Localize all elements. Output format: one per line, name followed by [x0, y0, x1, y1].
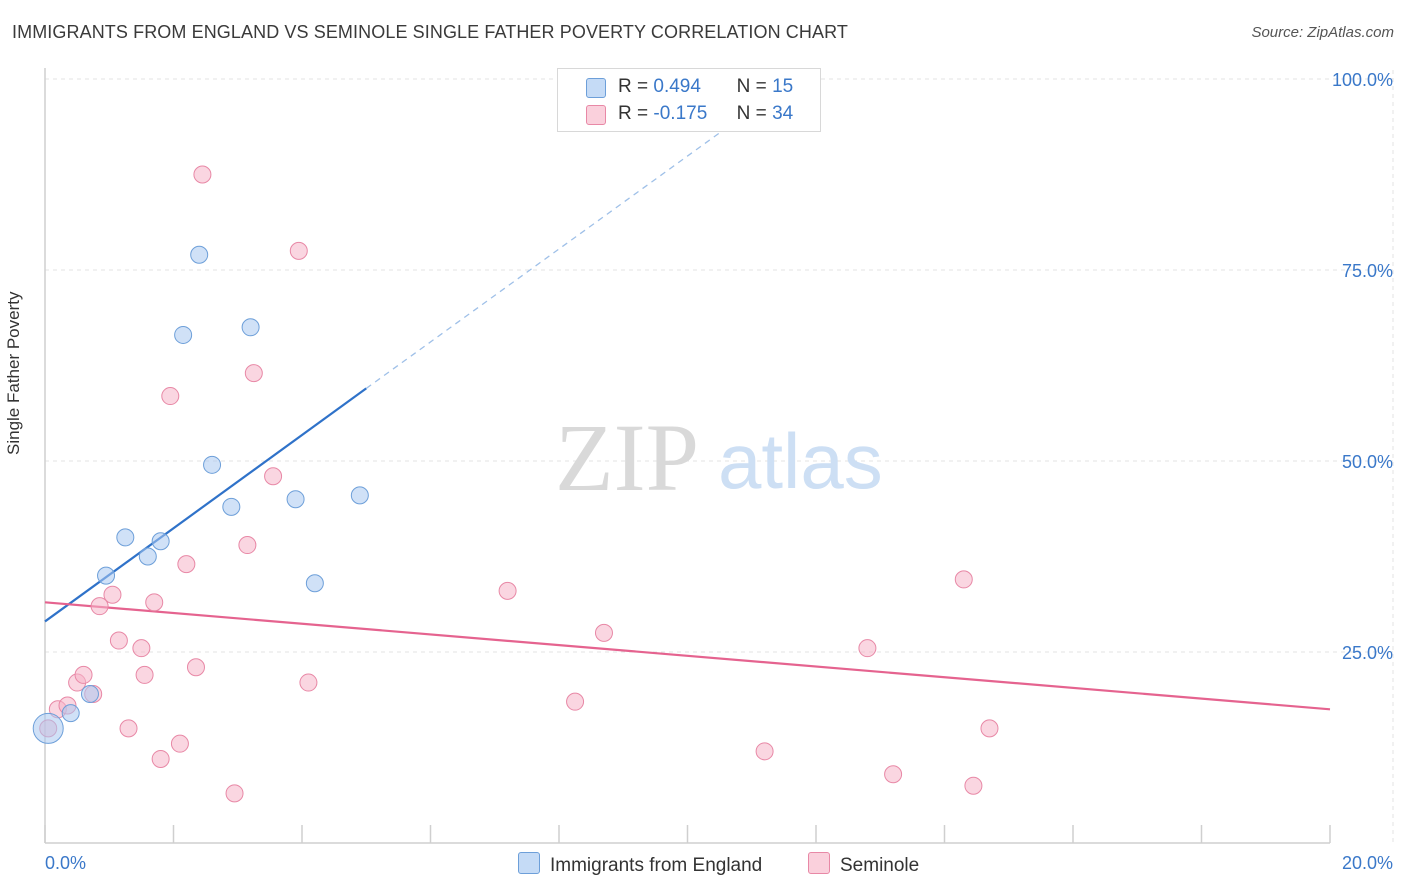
point-seminole — [151, 749, 170, 768]
point-seminole — [132, 639, 151, 658]
point-seminole — [498, 581, 517, 600]
legend-swatch-seminole — [586, 105, 606, 125]
point-seminole — [244, 364, 263, 383]
point-england — [350, 486, 369, 505]
n-label: N = — [736, 76, 767, 97]
point-seminole — [109, 631, 128, 650]
n-label: N = — [736, 103, 767, 124]
point-seminole — [186, 658, 205, 677]
legend-swatch-seminole — [808, 852, 830, 874]
point-england — [61, 704, 80, 723]
watermark-atlas: atlas — [718, 417, 883, 505]
trend-line-seminole — [44, 601, 1331, 711]
legend-swatch-england — [586, 78, 606, 98]
point-england — [32, 712, 64, 744]
data-points — [32, 165, 999, 803]
point-seminole — [103, 585, 122, 604]
legend-label-england: Immigrants from England — [550, 855, 763, 876]
grid-lines — [45, 70, 1394, 843]
point-seminole — [145, 593, 164, 612]
point-england — [97, 566, 116, 585]
point-seminole — [884, 765, 903, 784]
y-tick-label: 50.0% — [1342, 452, 1393, 472]
point-england — [80, 685, 99, 704]
legend-item-england: Immigrants from England — [518, 852, 762, 877]
trend-line-england — [44, 387, 367, 623]
point-seminole — [980, 719, 999, 738]
point-seminole — [225, 784, 244, 803]
n-value-england: 15 — [772, 76, 794, 97]
r-value-england: 0.494 — [653, 76, 701, 97]
x-tick-label: 20.0% — [1342, 853, 1393, 873]
point-seminole — [566, 692, 585, 711]
y-tick-label: 100.0% — [1332, 70, 1393, 90]
point-seminole — [299, 673, 318, 692]
n-value-seminole: 34 — [772, 103, 794, 124]
legend-label-seminole: Seminole — [840, 855, 920, 876]
point-seminole — [289, 241, 308, 260]
point-seminole — [90, 597, 109, 616]
point-seminole — [119, 719, 138, 738]
legend-item-seminole: Seminole — [808, 852, 919, 877]
point-seminole — [170, 734, 189, 753]
point-england — [241, 318, 260, 337]
point-seminole — [135, 665, 154, 684]
watermark-zip: ZIP — [555, 404, 699, 511]
y-tick-label: 75.0% — [1342, 261, 1393, 281]
r-value-seminole: -0.175 — [653, 103, 708, 124]
point-england — [222, 497, 241, 516]
chart-title: IMMIGRANTS FROM ENGLAND VS SEMINOLE SING… — [12, 22, 848, 42]
point-seminole — [161, 387, 180, 406]
point-seminole — [74, 665, 93, 684]
point-england — [305, 574, 324, 593]
point-seminole — [177, 555, 196, 574]
correlation-legend: R = 0.494 N = 15 R = -0.175 N = 34 — [557, 68, 821, 132]
point-england — [174, 325, 193, 344]
point-england — [190, 245, 209, 264]
point-england — [138, 547, 157, 566]
point-england — [151, 532, 170, 551]
point-seminole — [858, 639, 877, 658]
point-seminole — [755, 742, 774, 761]
point-england — [116, 528, 135, 547]
trend-extension-england — [365, 109, 753, 389]
point-seminole — [193, 165, 212, 184]
point-england — [286, 490, 305, 509]
y-tick-label: 25.0% — [1342, 643, 1393, 663]
point-seminole — [964, 776, 983, 795]
y-axis-label: Single Father Poverty — [4, 291, 23, 455]
legend-swatch-england — [518, 852, 540, 874]
tick-labels: 25.0% 50.0% 75.0% 100.0% 0.0% 20.0% — [45, 70, 1393, 873]
point-seminole — [594, 623, 613, 642]
r-label: R = — [618, 76, 649, 97]
watermark: ZIP atlas — [555, 404, 883, 511]
point-seminole — [238, 536, 257, 555]
point-seminole — [954, 570, 973, 589]
x-tick-label: 0.0% — [45, 853, 86, 873]
point-seminole — [264, 467, 283, 486]
source-label: Source: ZipAtlas.com — [1251, 24, 1394, 41]
point-england — [203, 455, 222, 474]
r-label: R = — [618, 103, 649, 124]
trend-lines — [44, 109, 1331, 711]
